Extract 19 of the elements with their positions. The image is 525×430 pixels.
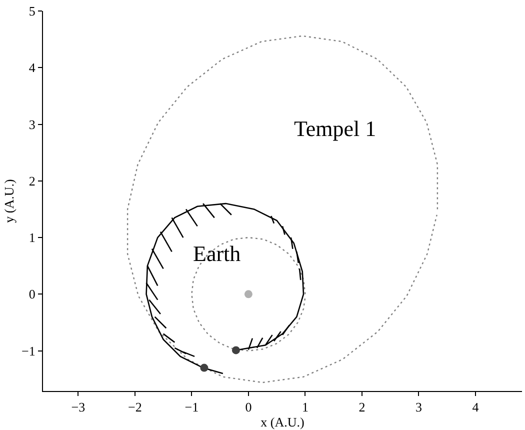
y-tick-label: 1 — [28, 230, 36, 246]
y-axis-title: y (A.U.) — [2, 179, 17, 223]
y-tick-label: 3 — [28, 116, 36, 132]
x-tick-label: −2 — [128, 400, 142, 415]
y-tick-label: 0 — [28, 286, 36, 302]
annotation: Earth — [193, 241, 241, 266]
y-tick-label: −1 — [22, 343, 36, 358]
x-tick-label: 2 — [358, 400, 366, 415]
x-tick-label: −1 — [184, 400, 199, 415]
y-tick-label: 5 — [28, 4, 36, 19]
x-tick-label: 3 — [415, 400, 422, 415]
x-tick-label: 1 — [302, 400, 308, 415]
x-tick-label: −3 — [71, 400, 86, 415]
x-tick-label: 4 — [472, 400, 480, 415]
y-tick-label: 4 — [28, 60, 36, 76]
y-tick-label: 2 — [28, 173, 36, 188]
x-axis-title: x (A.U.) — [260, 414, 304, 430]
x-tick-label: 0 — [245, 400, 252, 415]
annotation: Tempel 1 — [294, 116, 376, 141]
